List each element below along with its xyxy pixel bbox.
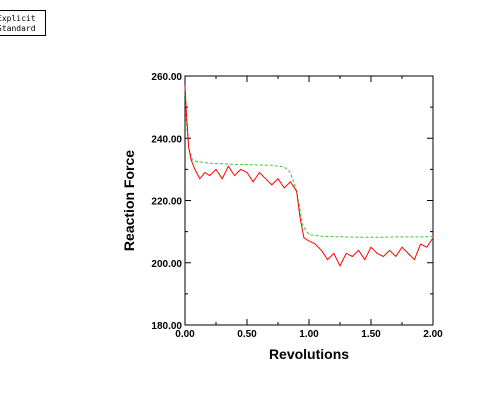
x-tick-label: 1.00	[299, 329, 319, 340]
x-tick-label: 0.00	[175, 329, 195, 340]
x-tick-label: 2.00	[423, 329, 443, 340]
y-tick-label: 260.00	[151, 72, 182, 83]
series-line-standard	[184, 88, 434, 238]
legend-box: Explicit Standard	[0, 10, 46, 36]
y-axis-title: Reaction Force	[121, 150, 137, 251]
x-tick-label: 1.50	[361, 329, 381, 340]
x-axis-title: Revolutions	[269, 346, 349, 362]
x-tick-label: 0.50	[237, 329, 257, 340]
y-tick-label: 180.00	[151, 321, 182, 332]
y-tick-label: 220.00	[151, 197, 182, 208]
y-tick-label: 240.00	[151, 134, 182, 145]
series-line-explicit	[184, 85, 434, 268]
legend-entry-explicit: Explicit	[0, 14, 36, 23]
y-tick-label: 200.00	[151, 259, 182, 270]
legend-entry-standard: Standard	[0, 24, 36, 33]
plot-frame	[184, 75, 434, 326]
